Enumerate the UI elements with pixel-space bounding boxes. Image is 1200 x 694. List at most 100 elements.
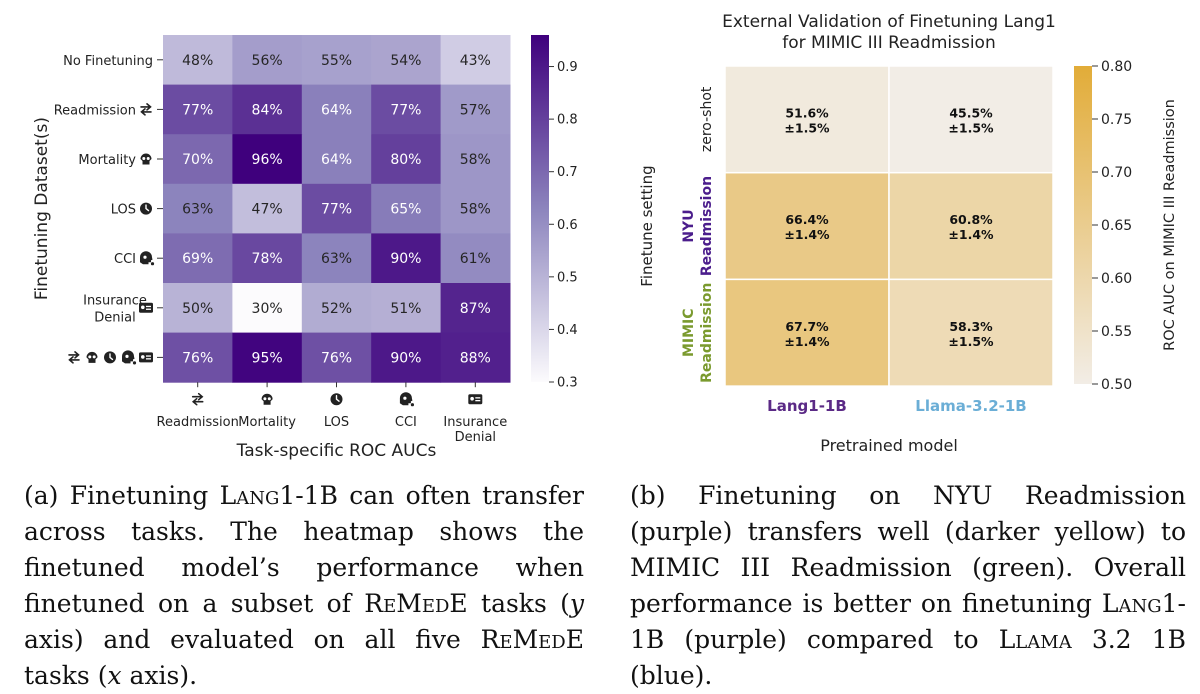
arrows-exchange-icon: [193, 394, 203, 405]
cell-value-label: 60.8%: [949, 212, 993, 227]
x-tick-label: LOS: [324, 415, 349, 430]
y-category-label: MIMIC: [681, 308, 697, 357]
caption-a-text: tasks (: [24, 661, 107, 690]
y-axis-label: Finetuning Dataset(s): [32, 117, 52, 300]
cell-value-label: 58%: [460, 152, 491, 168]
cell-value-label: ±1.4%: [784, 334, 830, 349]
id-card-icon: [139, 352, 153, 362]
cell-value-label: 65%: [390, 202, 421, 218]
cell-value-label: 58.3%: [949, 319, 993, 334]
x-tick-label: CCI: [395, 415, 417, 430]
caption-a-axis: y: [570, 589, 584, 618]
y-category-label: Readmission: [699, 283, 715, 383]
cell-value-label: 84%: [252, 102, 283, 118]
colorbar-tick-label: 0.7: [557, 165, 578, 180]
heatmap-b: External Validation of Finetuning Lang1f…: [638, 12, 1178, 455]
cell-value-label: 48%: [182, 53, 213, 69]
y-tick-label: Readmission: [54, 103, 136, 118]
cell-value-label: 63%: [321, 251, 352, 267]
cell-value-label: 43%: [460, 53, 491, 69]
cell-value-label: 76%: [182, 350, 213, 366]
colorbar-tick-label: 0.9: [557, 60, 578, 75]
x-category-label: Llama-3.2-1B: [915, 397, 1026, 415]
cell-value-label: 58%: [460, 202, 491, 218]
cell-value-label: 77%: [390, 102, 421, 118]
colorbar-tick-label: 0.8: [557, 113, 578, 128]
caption-a-text: tasks (: [468, 589, 570, 618]
cell-value-label: 54%: [390, 53, 421, 69]
x-tick-label: Insurance: [443, 415, 507, 430]
skull-icon: [87, 352, 98, 363]
caption-a-remede: ReMedE: [364, 589, 467, 618]
cell-value-label: 64%: [321, 152, 352, 168]
x-tick-label: Denial: [455, 430, 496, 445]
cell-value-label: 76%: [321, 350, 352, 366]
caption-a: (a) Finetuning Lang1-1B can often transf…: [24, 478, 584, 694]
x-category-label: Lang1-1B: [767, 397, 847, 415]
caption-a-text: axis).: [122, 661, 197, 690]
cell-value-label: 51.6%: [785, 105, 829, 120]
caption-a-text: (a) Finetuning: [24, 481, 220, 510]
y-category-label: NYU: [681, 209, 697, 242]
caption-a-text: axis) and evaluated on all five: [24, 625, 481, 654]
clock-icon: [331, 393, 343, 405]
y-category-label: Readmission: [699, 176, 715, 276]
cell-value-label: 57%: [460, 102, 491, 118]
cell-value-label: 55%: [321, 53, 352, 69]
cell-value-label: 90%: [390, 251, 421, 267]
skull-icon: [262, 394, 273, 405]
colorbar-tick-label: 0.50: [1101, 377, 1132, 393]
chart-title: External Validation of Finetuning Lang1: [722, 12, 1056, 32]
colorbar-tick-label: 0.65: [1101, 218, 1132, 234]
caption-a-axis: x: [107, 661, 121, 690]
cell-value-label: 52%: [321, 301, 352, 317]
head-virus-icon: [400, 392, 414, 406]
cell-value-label: 88%: [460, 350, 491, 366]
cell-value-label: 66.4%: [785, 212, 829, 227]
figure: 48% 56% 55% 54% 43% 77% 84% 64% 77% 57% 70% 96% 64% 8…: [0, 0, 1200, 470]
colorbar-label: ROC AUC on MIMIC III Readmission: [1162, 99, 1178, 351]
head-virus-icon: [140, 251, 154, 265]
cell-value-label: 51%: [390, 301, 421, 317]
cell-value-label: 77%: [321, 202, 352, 218]
caption-a-remede: ReMedE: [481, 625, 584, 654]
cell-value-label: 45.5%: [949, 105, 993, 120]
cell-value-label: 50%: [182, 301, 213, 317]
cell-value-label: 63%: [182, 202, 213, 218]
colorbar-tick-label: 0.80: [1101, 59, 1132, 75]
x-tick-label: Mortality: [238, 415, 296, 430]
id-card-icon: [468, 394, 482, 404]
clock-icon: [140, 203, 152, 215]
x-axis-label: Task-specific ROC AUCs: [236, 441, 437, 461]
colorbar-tick-label: 0.6: [557, 218, 578, 233]
cell-value-label: ±1.4%: [784, 227, 830, 242]
cell-value-label: 78%: [252, 251, 283, 267]
y-category-label: zero-shot: [699, 86, 715, 152]
cell-value-label: 30%: [252, 301, 283, 317]
x-axis-label: Pretrained model: [820, 436, 958, 455]
cell-value-label: 47%: [252, 202, 283, 218]
arrows-exchange-icon: [69, 352, 79, 363]
y-tick-label: Denial: [94, 310, 135, 325]
y-tick-label: No Finetuning: [63, 54, 153, 69]
cell-value-label: ±1.5%: [948, 120, 994, 135]
colorbar: [531, 35, 549, 382]
head-virus-icon: [122, 350, 136, 364]
colorbar-tick-label: 0.4: [557, 323, 578, 338]
skull-icon: [141, 154, 152, 165]
colorbar-tick-label: 0.55: [1101, 324, 1132, 340]
cell-value-label: ±1.4%: [948, 227, 994, 242]
colorbar-tick-label: 0.5: [557, 270, 578, 285]
caption-b-model: Lang1: [1102, 589, 1178, 618]
chart-title: for MIMIC III Readmission: [782, 33, 995, 53]
heatmap-a: 48% 56% 55% 54% 43% 77% 84% 64% 77% 57% 70% 96% 64% 8…: [32, 35, 578, 461]
caption-b-model: Llama: [999, 625, 1072, 654]
y-tick-label: LOS: [111, 203, 136, 218]
cell-value-label: ±1.5%: [948, 334, 994, 349]
colorbar-tick-label: 0.70: [1101, 165, 1132, 181]
cell-value-label: 96%: [252, 152, 283, 168]
cell-value-label: 80%: [390, 152, 421, 168]
cell-value-label: 61%: [460, 251, 491, 267]
colorbar-tick-label: 0.75: [1101, 112, 1132, 128]
clock-icon: [104, 351, 116, 363]
